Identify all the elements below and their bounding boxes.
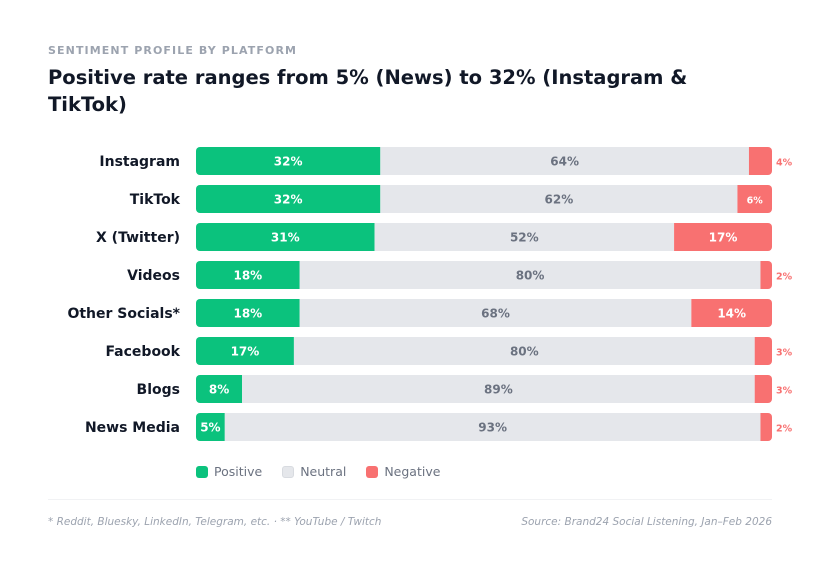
category-label-videos: Videos [127,268,180,284]
value-label-neutral-news-media: 93% [478,421,507,435]
source-note: Source: Brand24 Social Listening, Jan–Fe… [521,516,772,528]
value-label-positive-facebook: 17% [231,345,260,359]
value-label-positive-x-twitter: 31% [271,231,300,245]
value-label-positive-videos: 18% [233,269,262,283]
legend-item-negative: Negative [366,464,440,479]
chart-title: Positive rate ranges from 5% (News) to 3… [48,66,688,116]
legend-swatch-positive [196,465,208,478]
legend-swatch-neutral [282,465,295,478]
value-label-negative-news-media: 2% [776,424,793,435]
footnote: * Reddit, Bluesky, LinkedIn, Telegram, e… [48,516,382,528]
bar-negative-videos [760,261,772,289]
value-label-positive-news-media: 5% [200,421,220,435]
bar-neutral-other-socials [299,299,692,327]
value-label-negative-blogs: 3% [776,386,793,397]
bar-negative-x-twitter [674,223,772,251]
category-label-instagram: Instagram [99,154,180,170]
value-label-neutral-videos: 80% [516,269,545,283]
bar-negative-facebook [754,337,772,365]
value-label-neutral-x-twitter: 52% [510,231,539,245]
bar-negative-news-media [760,413,772,441]
chart-legend: Positive Neutral Negative [196,464,460,479]
legend-swatch-negative [366,465,379,478]
category-label-other-socials: Other Socials* [67,306,180,322]
bar-row-blogs [196,375,772,403]
bar-row-facebook [196,337,772,365]
value-label-negative-x-twitter: 17% [709,231,738,245]
category-label-blogs: Blogs [137,382,180,398]
footer-divider [48,499,772,500]
value-label-positive-other-socials: 18% [233,307,262,321]
value-label-positive-instagram: 32% [274,155,303,169]
bar-row-x-twitter [196,223,772,251]
category-label-x-twitter: X (Twitter) [96,230,180,246]
category-label-news-media: News Media [85,420,180,436]
bar-neutral-facebook [293,337,755,365]
bar-positive-facebook [196,337,294,365]
value-label-positive-blogs: 8% [209,383,229,397]
value-label-neutral-tiktok: 62% [545,193,574,207]
bar-positive-tiktok [196,185,381,213]
bar-positive-other-socials [196,299,300,327]
bar-negative-tiktok [737,185,772,213]
bar-row-videos [196,261,772,289]
value-label-negative-other-socials: 14% [717,307,746,321]
bar-neutral-blogs [242,375,755,403]
legend-item-neutral: Neutral [282,464,346,479]
value-label-neutral-other-socials: 68% [481,307,510,321]
bar-neutral-x-twitter [374,223,675,251]
bar-negative-other-socials [691,299,772,327]
bar-negative-instagram [748,147,772,175]
bar-negative-blogs [754,375,772,403]
bar-neutral-news-media [224,413,761,441]
bar-positive-videos [196,261,300,289]
bar-positive-blogs [196,375,243,403]
legend-item-positive: Positive [196,464,262,479]
legend-label-negative: Negative [384,464,441,479]
value-label-neutral-facebook: 80% [510,345,539,359]
bar-row-instagram [196,147,772,175]
value-label-neutral-blogs: 89% [484,383,513,397]
category-label-facebook: Facebook [105,344,180,360]
value-label-negative-instagram: 4% [776,158,793,169]
bar-neutral-videos [299,261,761,289]
chart-eyebrow: SENTIMENT PROFILE BY PLATFORM [48,44,298,57]
value-label-negative-facebook: 3% [776,348,793,359]
bar-neutral-instagram [380,147,749,175]
value-label-neutral-instagram: 64% [550,155,579,169]
bar-row-news-media [196,413,772,441]
value-label-negative-tiktok: 6% [747,196,764,207]
bar-positive-instagram [196,147,381,175]
legend-label-neutral: Neutral [300,464,347,479]
bar-positive-news-media [196,413,225,441]
bar-positive-x-twitter [196,223,375,251]
bar-row-other-socials [196,299,772,327]
legend-label-positive: Positive [214,464,263,479]
value-label-negative-videos: 2% [776,272,793,283]
bar-row-tiktok [196,185,772,213]
bar-neutral-tiktok [380,185,738,213]
value-label-positive-tiktok: 32% [274,193,303,207]
category-label-tiktok: TikTok [130,192,181,208]
